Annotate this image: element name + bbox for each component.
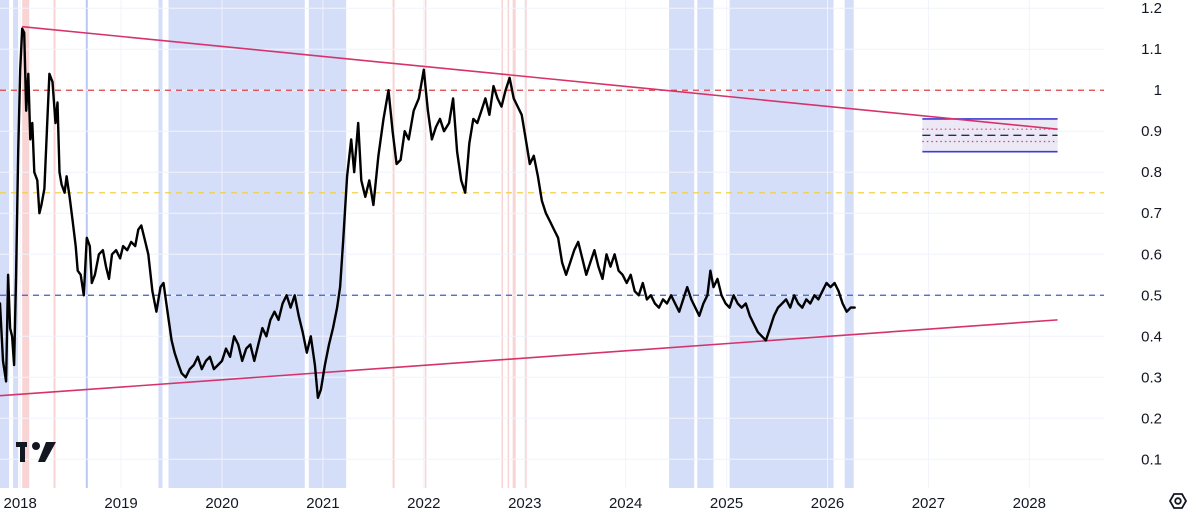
x-tick-label-9: 2027 — [912, 495, 945, 512]
blue-band-7 — [729, 0, 834, 488]
y-tick-label-1: 0.2 — [1141, 410, 1162, 427]
x-tick-label-5: 2023 — [508, 495, 541, 512]
y-tick-label-5: 0.6 — [1141, 246, 1162, 263]
x-tick-label-8: 2026 — [811, 495, 844, 512]
x-tick-label-4: 2022 — [407, 495, 440, 512]
red-band-1 — [53, 0, 56, 488]
trendlines — [0, 25, 1058, 397]
blue-band-3 — [168, 0, 305, 488]
x-tick-label-7: 2025 — [710, 495, 743, 512]
target-box — [922, 118, 1058, 153]
x-axis: 2018 2019 2020 2021 2022 2023 2024 2025 2026 2027… — [3, 495, 1046, 512]
red-band-6 — [512, 0, 516, 488]
horizontal-level-lines — [0, 89, 1104, 296]
blue-band-8 — [844, 0, 854, 488]
x-tick-label-2: 2020 — [205, 495, 238, 512]
shaded-bands — [0, 0, 854, 488]
blue-band-6 — [697, 0, 714, 488]
y-axis: 0.1 0.2 0.3 0.4 0.5 0.6 0.7 0.8 0.9 1 1.1 1.2 — [1141, 0, 1162, 468]
blue-band-5 — [669, 0, 695, 488]
x-tick-label-1: 2019 — [104, 495, 137, 512]
red-band-4 — [501, 0, 504, 488]
y-tick-label-8: 0.9 — [1141, 123, 1162, 140]
y-tick-label-0: 0.1 — [1141, 451, 1162, 468]
blue-band-4 — [308, 0, 347, 488]
red-band-3 — [424, 0, 427, 488]
y-tick-label-6: 0.7 — [1141, 205, 1162, 222]
tradingview-logo[interactable] — [16, 442, 56, 462]
red-band-0 — [22, 0, 30, 488]
y-tick-label-7: 0.8 — [1141, 164, 1162, 181]
y-tick-label-9: 1 — [1154, 82, 1162, 99]
blue-band-0 — [0, 0, 10, 488]
y-tick-label-4: 0.5 — [1141, 287, 1162, 304]
x-tick-label-6: 2024 — [609, 495, 642, 512]
x-tick-label-10: 2028 — [1013, 495, 1046, 512]
y-tick-label-10: 1.1 — [1141, 41, 1162, 58]
trendline-1 — [0, 319, 1058, 397]
y-tick-label-3: 0.4 — [1141, 328, 1162, 345]
series-lines — [0, 27, 856, 399]
red-band-7 — [524, 0, 527, 488]
y-tick-label-11: 1.2 — [1141, 0, 1162, 17]
red-band-5 — [507, 0, 510, 488]
red-band-2 — [392, 0, 395, 488]
y-tick-label-2: 0.3 — [1141, 369, 1162, 386]
settings-icon[interactable] — [1168, 493, 1188, 509]
series-line-0 — [0, 27, 856, 399]
blue-band-2 — [158, 0, 163, 488]
x-tick-label-0: 2018 — [3, 495, 36, 512]
trendline-0 — [22, 25, 1058, 130]
x-tick-label-3: 2021 — [306, 495, 339, 512]
